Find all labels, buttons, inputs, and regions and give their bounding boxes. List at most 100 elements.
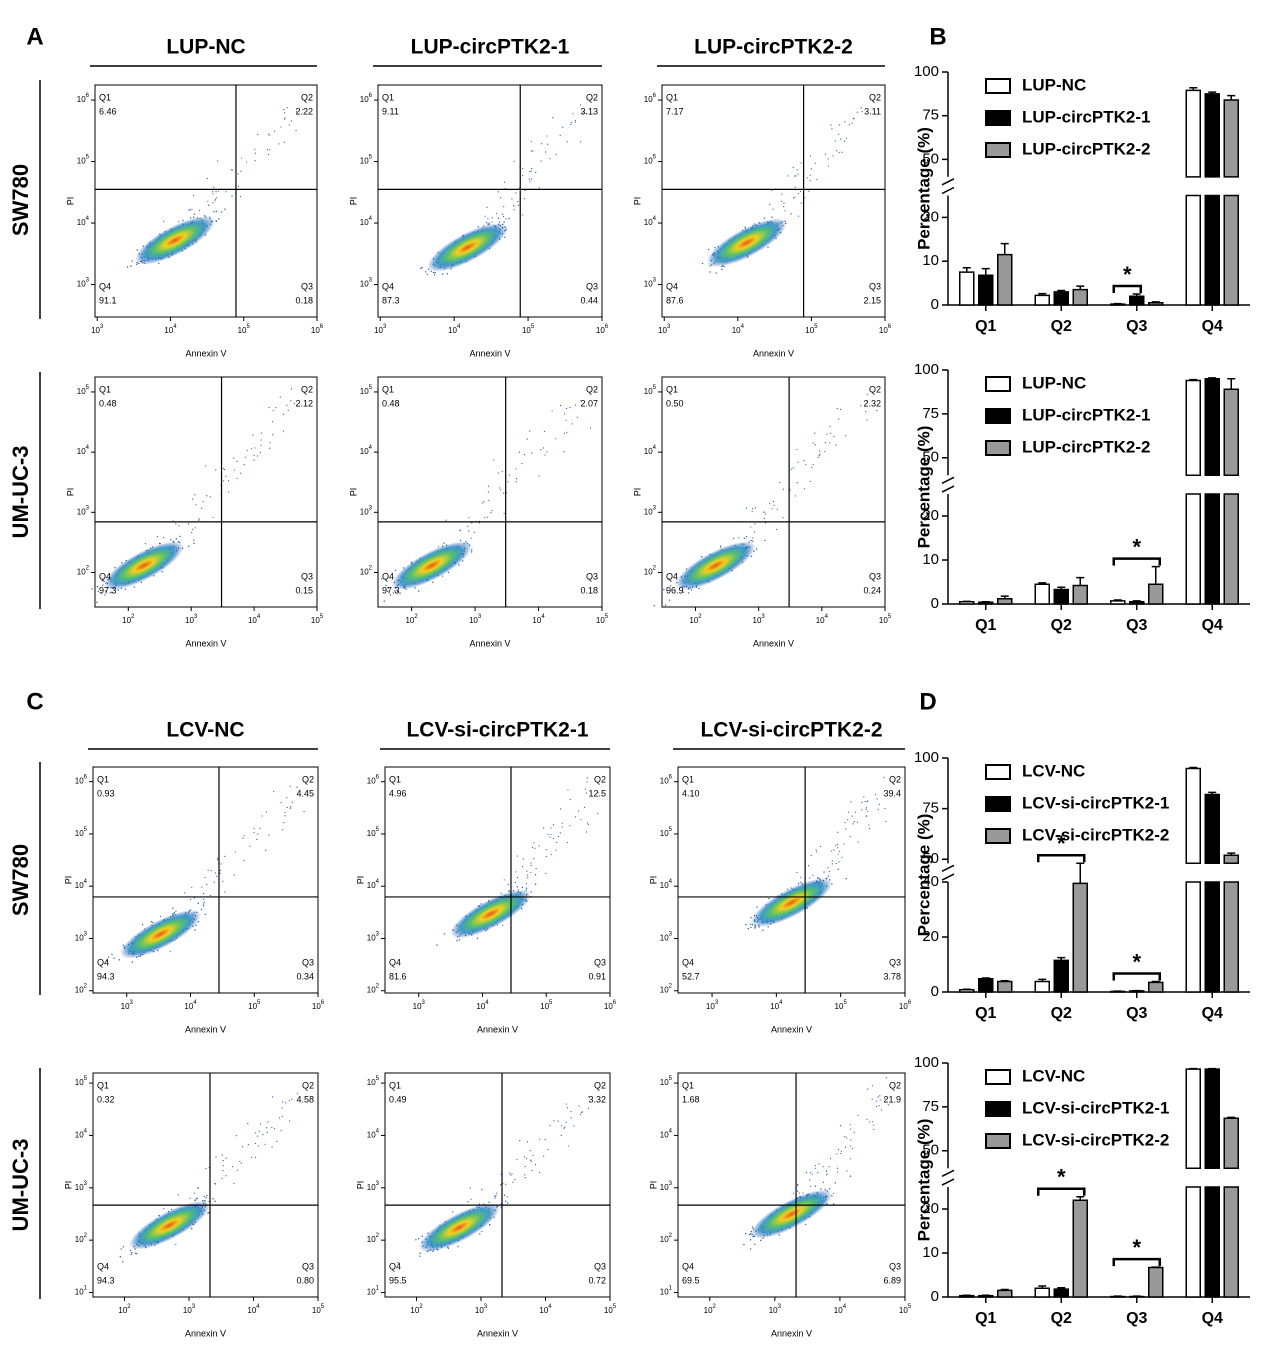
- cell-dot: [574, 119, 576, 122]
- cell-dot: [275, 407, 277, 409]
- cell-dot: [443, 542, 445, 544]
- tick-exponent: 3: [84, 931, 88, 937]
- y-tick-label: 105: [660, 827, 673, 839]
- cell-dot: [808, 865, 810, 867]
- quadrant-name: Q2: [594, 1080, 606, 1090]
- cell-dot: [213, 881, 215, 883]
- y-tick-label: 103: [75, 931, 88, 943]
- cell-dot: [845, 435, 847, 437]
- cell-dot: [776, 508, 778, 510]
- cell-dot: [458, 564, 460, 566]
- cell-dot: [214, 198, 216, 200]
- cell-dot: [500, 1184, 502, 1186]
- cell-dot: [515, 481, 517, 483]
- cell-dot: [219, 872, 221, 874]
- cell-dot: [525, 887, 528, 889]
- panel-label: B: [929, 23, 946, 50]
- cell-dot: [184, 892, 186, 894]
- tick-exponent: 2: [86, 565, 90, 571]
- cell-dot: [527, 877, 529, 879]
- cell-dot: [750, 926, 752, 929]
- quadrant-name: Q3: [594, 1261, 606, 1271]
- tick-exponent: 6: [320, 324, 324, 330]
- quadrant-name: Q2: [889, 774, 901, 784]
- tick-base: 10: [122, 616, 131, 625]
- cell-dot: [442, 273, 444, 275]
- cell-dot: [225, 191, 227, 193]
- y-tick-label: 105: [77, 154, 90, 166]
- quadrant-name: Q4: [382, 281, 394, 291]
- cell-dot: [447, 571, 450, 574]
- cell-dot: [189, 1197, 191, 1199]
- quadrant-percent: 2.07: [580, 398, 598, 408]
- quadrant-name: Q4: [97, 1261, 109, 1271]
- cell-dot: [486, 516, 489, 518]
- cell-dot: [254, 1156, 257, 1158]
- cell-dot: [865, 808, 867, 810]
- quadrant-percent: 0.18: [580, 585, 598, 595]
- cell-dot: [820, 845, 822, 848]
- y-tick-label: 105: [367, 827, 380, 839]
- tick-exponent: 6: [888, 324, 892, 330]
- x-tick-label: 103: [374, 324, 387, 336]
- cell-dot: [864, 800, 866, 803]
- cell-dot: [457, 1245, 459, 1248]
- cell-dot: [541, 143, 543, 145]
- cell-dot: [240, 157, 243, 159]
- tick-exponent: 5: [814, 324, 818, 330]
- cell-dot: [425, 271, 427, 273]
- cell-dot: [764, 513, 767, 515]
- cell-dot: [845, 828, 847, 830]
- cell-dot: [570, 123, 572, 126]
- tick-exponent: 2: [698, 614, 702, 620]
- cell-dot: [172, 907, 174, 909]
- cell-dot: [251, 1156, 253, 1159]
- cell-dot: [282, 829, 284, 831]
- cell-dot: [814, 162, 816, 164]
- cell-dot: [163, 220, 165, 222]
- tick-exponent: 3: [100, 324, 104, 330]
- plot-frame: [94, 84, 318, 318]
- quadrant-name: Q1: [99, 384, 111, 394]
- cell-dot: [582, 112, 584, 114]
- cell-dot: [831, 128, 833, 130]
- cell-dot: [653, 605, 655, 607]
- x-axis-label: Annexin V: [469, 348, 510, 358]
- tick-exponent: 3: [369, 505, 373, 511]
- cell-dot: [212, 516, 214, 519]
- cell-dot: [767, 926, 769, 928]
- cell-dot: [190, 898, 192, 900]
- cell-dot: [169, 951, 171, 953]
- cell-dot: [844, 121, 846, 123]
- cell-dot: [195, 504, 197, 506]
- cell-dot: [522, 214, 524, 216]
- cell-dot: [192, 528, 194, 530]
- cell-dot: [218, 218, 220, 220]
- column-title: LCV-NC: [166, 719, 244, 742]
- cell-dot: [834, 140, 837, 142]
- cell-dot: [289, 785, 291, 787]
- cell-dot: [787, 175, 789, 177]
- cell-dot: [231, 195, 233, 197]
- x-axis-label: Annexin V: [185, 1024, 226, 1034]
- cell-dot: [502, 924, 504, 927]
- cell-dot: [239, 1160, 241, 1162]
- cell-dot: [865, 807, 867, 809]
- cell-dot: [578, 1105, 580, 1107]
- y-tick-label: 101: [75, 1285, 88, 1297]
- tick-exponent: 2: [131, 614, 135, 620]
- cell-dot: [824, 451, 826, 453]
- cell-dot: [501, 470, 503, 473]
- quadrant-percent: 0.48: [382, 398, 400, 408]
- cell-dot: [783, 202, 785, 204]
- x-tick-label: 102: [118, 1304, 131, 1316]
- cell-dot: [198, 519, 200, 521]
- cell-dot: [769, 502, 771, 504]
- cell-dot: [800, 881, 802, 884]
- tick-base: 10: [448, 326, 457, 335]
- cell-dot: [436, 944, 438, 946]
- cell-dot: [279, 396, 281, 398]
- cell-dot: [399, 592, 401, 594]
- cell-dot: [122, 1261, 124, 1263]
- x-tick-label: 103: [185, 614, 198, 626]
